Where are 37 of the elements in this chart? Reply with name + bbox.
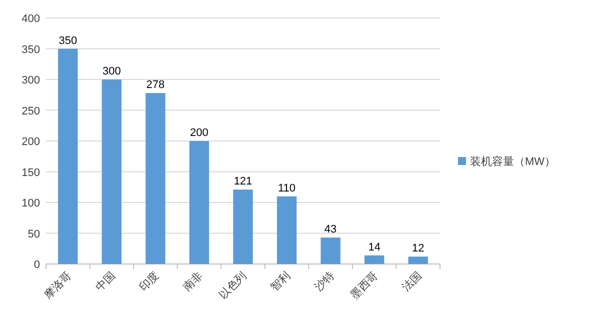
bar bbox=[58, 48, 78, 264]
legend-label: 装机容量（MW） bbox=[470, 155, 556, 168]
y-tick-label: 150 bbox=[22, 166, 40, 179]
data-label: 300 bbox=[102, 66, 121, 78]
data-label: 350 bbox=[58, 34, 78, 47]
bar bbox=[408, 256, 428, 264]
bar bbox=[233, 190, 253, 264]
data-label: 12 bbox=[412, 242, 424, 255]
data-label: 43 bbox=[324, 224, 337, 236]
y-tick-label: 50 bbox=[28, 228, 40, 240]
x-tick-label: 墨西哥 bbox=[348, 270, 380, 302]
y-tick-label: 250 bbox=[22, 105, 40, 118]
data-label: 121 bbox=[234, 176, 252, 188]
x-tick-label: 摩洛哥 bbox=[41, 268, 74, 302]
bar bbox=[276, 196, 297, 264]
data-label: 110 bbox=[278, 182, 296, 194]
data-label: 14 bbox=[368, 241, 380, 254]
data-label: 278 bbox=[146, 79, 165, 92]
x-tick-label: 智利 bbox=[268, 268, 293, 294]
bar bbox=[320, 238, 340, 264]
x-tick-label: 沙特 bbox=[312, 268, 337, 294]
bar bbox=[189, 141, 210, 264]
y-tick-label: 0 bbox=[34, 259, 40, 271]
x-tick-label: 中国 bbox=[93, 268, 118, 294]
bar bbox=[146, 93, 166, 264]
y-tick-label: 300 bbox=[22, 74, 40, 86]
y-tick-label: 100 bbox=[22, 198, 40, 210]
data-label: 200 bbox=[190, 127, 208, 139]
x-tick-label: 印度 bbox=[136, 268, 162, 294]
x-tick-label: 以色列 bbox=[216, 268, 250, 302]
bar bbox=[102, 80, 122, 264]
bar bbox=[364, 255, 384, 264]
y-tick-label: 400 bbox=[22, 13, 40, 25]
y-tick-label: 350 bbox=[22, 44, 40, 56]
y-tick-label: 200 bbox=[22, 136, 40, 148]
x-tick-label: 法国 bbox=[399, 268, 424, 294]
x-tick-label: 南非 bbox=[180, 268, 206, 294]
